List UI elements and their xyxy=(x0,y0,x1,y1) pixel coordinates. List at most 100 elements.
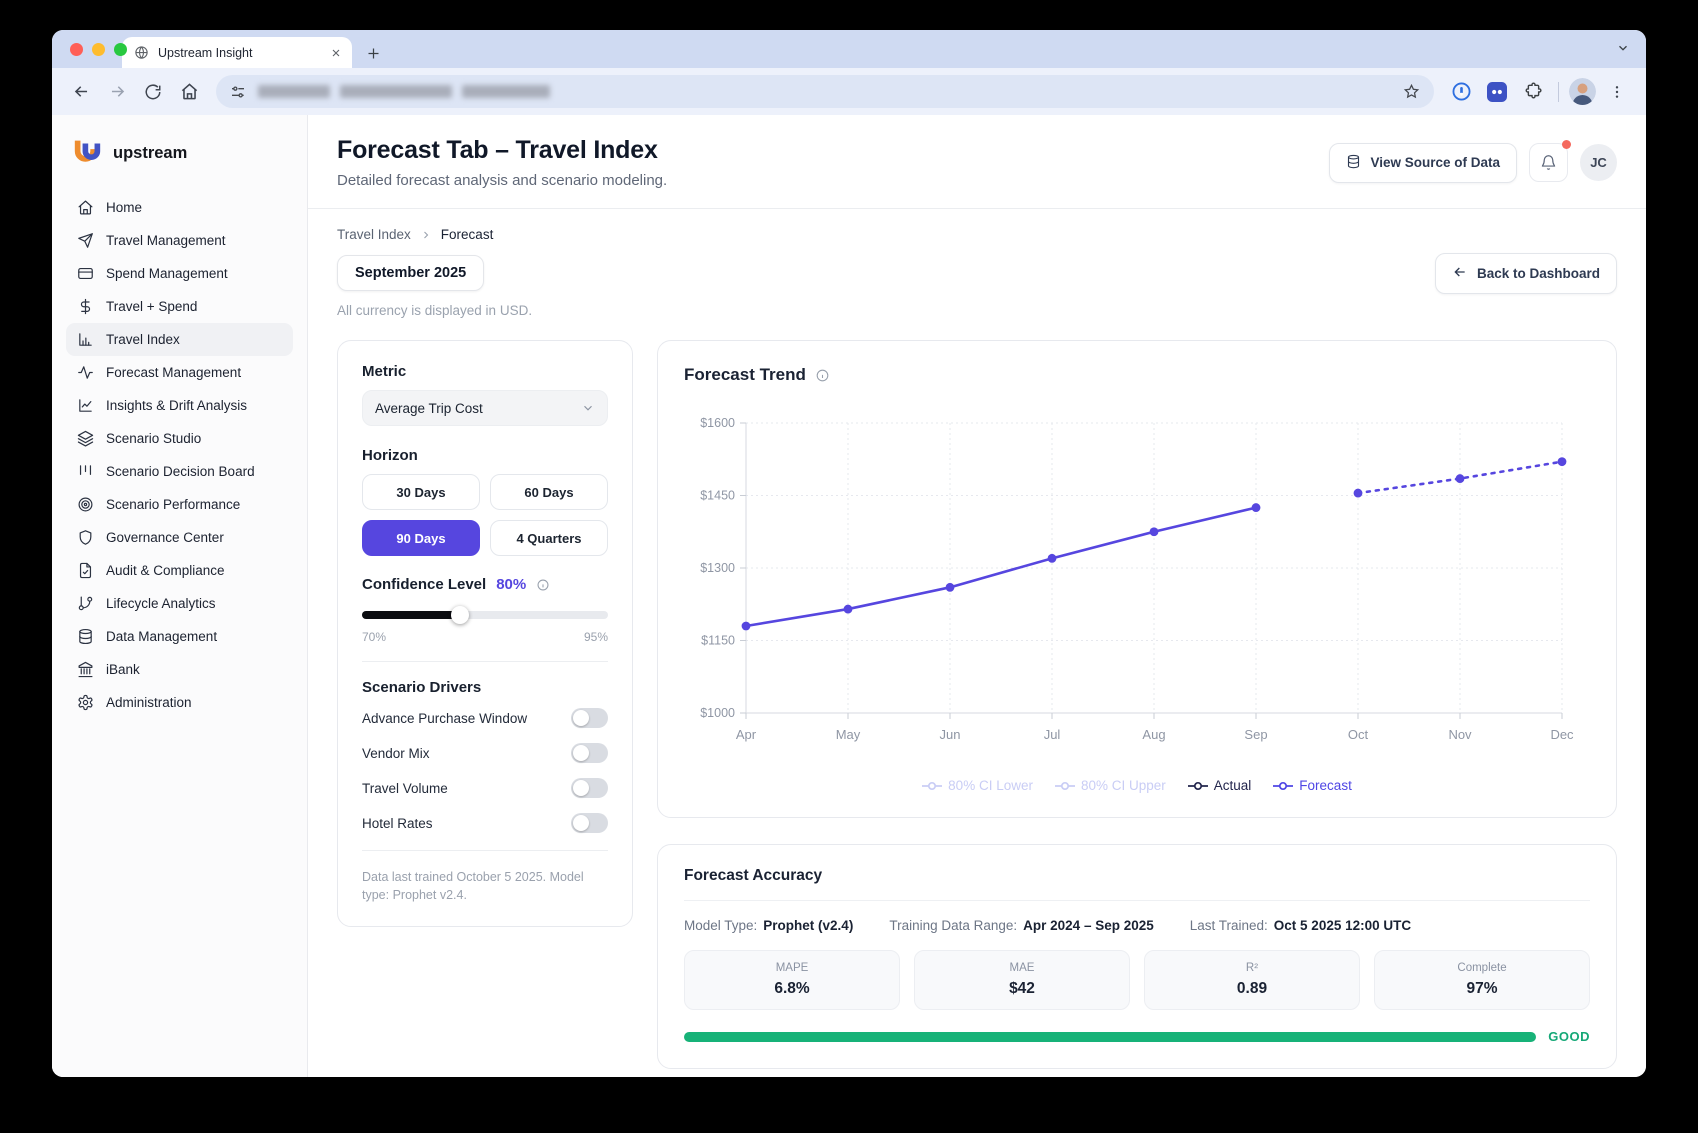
tab-search-chevron-icon[interactable] xyxy=(1616,41,1630,55)
sidebar-item-scenario-decision-board[interactable]: Scenario Decision Board xyxy=(66,455,293,488)
sidebar-item-audit-compliance[interactable]: Audit & Compliance xyxy=(66,554,293,587)
sidebar-item-lifecycle-analytics[interactable]: Lifecycle Analytics xyxy=(66,587,293,620)
horizon-option-30-days[interactable]: 30 Days xyxy=(362,474,480,510)
legend-item-80-ci-lower[interactable]: 80% CI Lower xyxy=(922,778,1033,793)
horizon-options: 30 Days 60 Days 90 Days 4 Quarters xyxy=(362,474,608,556)
horizon-option-60-days[interactable]: 60 Days xyxy=(490,474,608,510)
sidebar: upstream Home Travel Management Spend Mana… xyxy=(52,115,308,1077)
bell-icon xyxy=(1541,155,1556,170)
profile-avatar[interactable] xyxy=(1569,78,1596,105)
toggle-travel-volume[interactable] xyxy=(571,778,608,798)
back-to-dashboard-button[interactable]: Back to Dashboard xyxy=(1434,253,1617,294)
horizon-option-4-quarters[interactable]: 4 Quarters xyxy=(490,520,608,556)
driver-label: Hotel Rates xyxy=(362,815,433,831)
horizon-option-90-days[interactable]: 90 Days xyxy=(362,520,480,556)
close-window-button[interactable] xyxy=(70,43,83,56)
sidebar-item-travel-index[interactable]: Travel Index xyxy=(66,323,293,356)
back-icon[interactable] xyxy=(66,77,96,107)
user-avatar[interactable]: JC xyxy=(1580,144,1617,181)
metric-box-value: 0.89 xyxy=(1236,980,1268,997)
svg-text:Apr: Apr xyxy=(736,727,757,742)
legend-item-80-ci-upper[interactable]: 80% CI Upper xyxy=(1054,778,1166,793)
confidence-slider[interactable] xyxy=(362,606,608,624)
forecast-trend-card: Forecast Trend $1000 $1150 $1300 $1450 $1600… xyxy=(657,340,1617,818)
metric-box-complete: Complete 97% xyxy=(1374,950,1590,1010)
divider xyxy=(684,900,1590,901)
driver-row-vendor-mix: Vendor Mix xyxy=(362,743,608,763)
home-icon[interactable] xyxy=(174,77,204,107)
metric-select[interactable]: Average Trip Cost xyxy=(362,390,608,426)
meta-label: Last Trained: xyxy=(1189,918,1268,933)
sidebar-item-governance-center[interactable]: Governance Center xyxy=(66,521,293,554)
sidebar-item-label: Audit & Compliance xyxy=(106,563,225,578)
layers-icon xyxy=(77,430,94,447)
breadcrumb-travel-index[interactable]: Travel Index xyxy=(337,227,411,242)
currency-note: All currency is displayed in USD. xyxy=(337,303,533,318)
metric-box-label: MAPE xyxy=(775,962,809,974)
slider-track[interactable] xyxy=(362,611,608,619)
chart-info-icon[interactable] xyxy=(815,368,830,383)
svg-text:May: May xyxy=(836,727,861,742)
page-header: Forecast Tab – Travel Index Detailed for… xyxy=(308,115,1646,209)
tab-close-icon[interactable] xyxy=(330,47,342,59)
sidebar-item-home[interactable]: Home xyxy=(66,191,293,224)
toggle-vendor-mix[interactable] xyxy=(571,743,608,763)
forecast-accuracy-card: Forecast Accuracy Model Type: Prophet (v2… xyxy=(657,844,1617,1069)
sidebar-item-spend-management[interactable]: Spend Management xyxy=(66,257,293,290)
sidebar-item-label: Spend Management xyxy=(106,266,228,281)
bookmark-star-icon[interactable] xyxy=(1403,83,1420,100)
page-title: Forecast Tab – Travel Index xyxy=(337,136,658,164)
legend-item-actual[interactable]: Actual xyxy=(1187,778,1251,793)
database-icon xyxy=(1346,154,1361,172)
svg-text:Nov: Nov xyxy=(1448,727,1472,742)
trend-chart: $1000 $1150 $1300 $1450 $1600 Apr May Jun Jul Aug… xyxy=(684,407,1590,768)
view-source-button[interactable]: View Source of Data xyxy=(1329,142,1517,183)
zoom-window-button[interactable] xyxy=(114,43,127,56)
notifications-button[interactable] xyxy=(1529,140,1571,182)
sidebar-item-label: Scenario Decision Board xyxy=(106,464,255,479)
svg-text:$1300: $1300 xyxy=(700,561,735,575)
reload-icon[interactable] xyxy=(138,77,168,107)
slider-thumb[interactable] xyxy=(451,606,470,624)
period-chip[interactable]: September 2025 xyxy=(337,255,485,291)
browser-menu-kebab-icon[interactable] xyxy=(1602,77,1632,107)
browser-tab[interactable]: Upstream Insight xyxy=(122,37,352,68)
tune-icon[interactable] xyxy=(230,84,246,100)
minimize-window-button[interactable] xyxy=(92,43,105,56)
extensions-puzzle-icon[interactable] xyxy=(1518,77,1548,107)
new-tab-button[interactable] xyxy=(366,46,381,61)
forward-icon[interactable] xyxy=(102,77,132,107)
sidebar-item-forecast-management[interactable]: Forecast Management xyxy=(66,356,293,389)
sidebar-item-scenario-studio[interactable]: Scenario Studio xyxy=(66,422,293,455)
sidebar-item-insights-drift-analysis[interactable]: Insights & Drift Analysis xyxy=(66,389,293,422)
browser-toolbar xyxy=(52,68,1646,115)
toggle-knob xyxy=(573,745,589,761)
meta-label: Model Type: xyxy=(684,918,758,933)
legend-marker-icon xyxy=(922,781,943,790)
sidebar-item-data-management[interactable]: Data Management xyxy=(66,620,293,653)
target-icon xyxy=(77,496,94,513)
url-redacted xyxy=(258,85,1391,98)
credit-card-icon xyxy=(77,265,94,282)
sidebar-item-ibank[interactable]: iBank xyxy=(66,653,293,686)
controls-panel: Metric Average Trip Cost Horizon 30 Days… xyxy=(337,340,633,928)
info-icon[interactable] xyxy=(536,578,550,592)
url-bar[interactable] xyxy=(216,75,1434,108)
sidebar-item-travel-spend[interactable]: Travel + Spend xyxy=(66,290,293,323)
toggle-advance-purchase-window[interactable] xyxy=(571,708,608,728)
plane-icon xyxy=(77,232,94,249)
sidebar-item-label: Travel + Spend xyxy=(106,299,198,314)
sidebar-item-administration[interactable]: Administration xyxy=(66,686,293,719)
driver-label: Travel Volume xyxy=(362,780,448,796)
toggle-hotel-rates[interactable] xyxy=(571,813,608,833)
upstream-logo-icon xyxy=(72,135,103,171)
kanban-icon xyxy=(77,463,94,480)
legend-label: Forecast xyxy=(1299,778,1352,793)
legend-item-forecast[interactable]: Forecast xyxy=(1273,778,1352,793)
password-manager-extension-icon[interactable] xyxy=(1446,77,1476,107)
blue-extension-icon[interactable] xyxy=(1482,77,1512,107)
sidebar-item-scenario-performance[interactable]: Scenario Performance xyxy=(66,488,293,521)
meta-label: Training Data Range: xyxy=(889,918,1018,933)
sidebar-item-travel-management[interactable]: Travel Management xyxy=(66,224,293,257)
meta-training-data-range: Training Data Range: Apr 2024 – Sep 2025 xyxy=(889,918,1153,933)
